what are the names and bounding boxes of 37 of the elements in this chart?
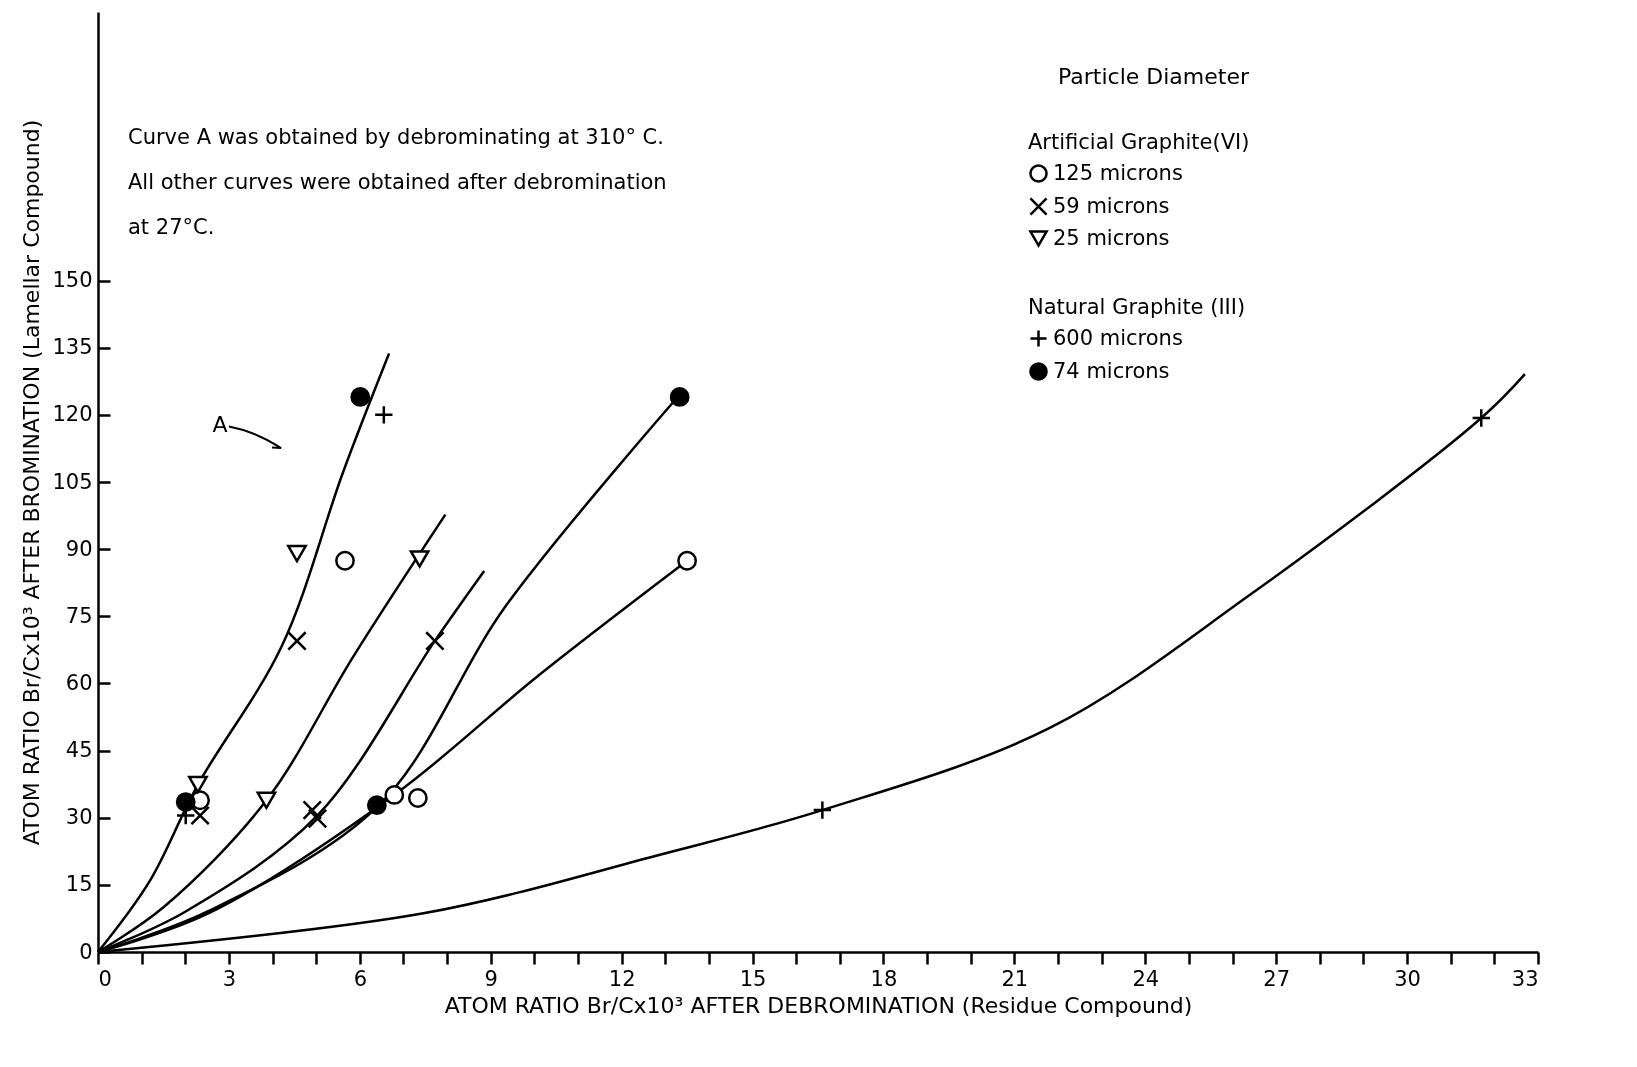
annotation: Natural Graphite (III) [1028,295,1246,319]
y-tick-label: 150 [52,268,93,293]
x-tick-label: 24 [1132,966,1160,991]
y-tick-label: 120 [52,402,93,427]
x-tick-label: 30 [1394,966,1421,991]
legend-label: 59 microns [1053,193,1170,218]
x-tick-label: 33 [1511,966,1539,991]
y-tick-label: 90 [65,536,93,561]
legend-label: 74 microns [1053,358,1170,383]
x-tick-label: 9 [484,966,498,991]
y-tick-label: 105 [52,469,93,494]
annotation: A [212,412,228,437]
x-tick-label: 21 [1001,966,1029,991]
legend-label: 125 microns [1053,160,1183,185]
x-tick-label: 27 [1263,966,1291,991]
legend-label: 600 microns [1053,325,1183,350]
x-tick-label: 12 [608,966,636,991]
y-tick-label: 30 [65,805,93,830]
y-tick-label: 15 [65,872,93,897]
x-tick-label: 0 [98,966,112,991]
y-tick-label: 75 [65,603,93,628]
legend-title: Particle Diameter [1058,64,1250,89]
annotation: at 27°C. [128,215,215,239]
x-axis-title: ATOM RATIO Br/Cx10³ AFTER DEBROMINATION (Residue Compound) [444,992,1193,1018]
x-tick-label: 18 [870,966,898,991]
x-tick-label: 3 [222,966,237,991]
annotation: Curve A was obtained by debrominating at 310° C. [128,125,664,149]
annotation: Artificial Graphite(VI) [1028,130,1250,154]
y-tick-label: 135 [52,335,93,360]
y-tick-label: 0 [79,939,93,964]
y-tick-label: 45 [65,738,93,763]
x-tick-label: 6 [353,966,368,991]
y-tick-label: 60 [65,670,93,695]
legend-label: 25 microns [1053,225,1170,250]
x-tick-label: 15 [739,966,767,991]
annotation: All other curves were obtained after debromination [128,170,667,194]
y-axis-title: ATOM RATIO Br/Cx10³ AFTER BROMINATION (Lamellar Compound) [19,119,45,846]
